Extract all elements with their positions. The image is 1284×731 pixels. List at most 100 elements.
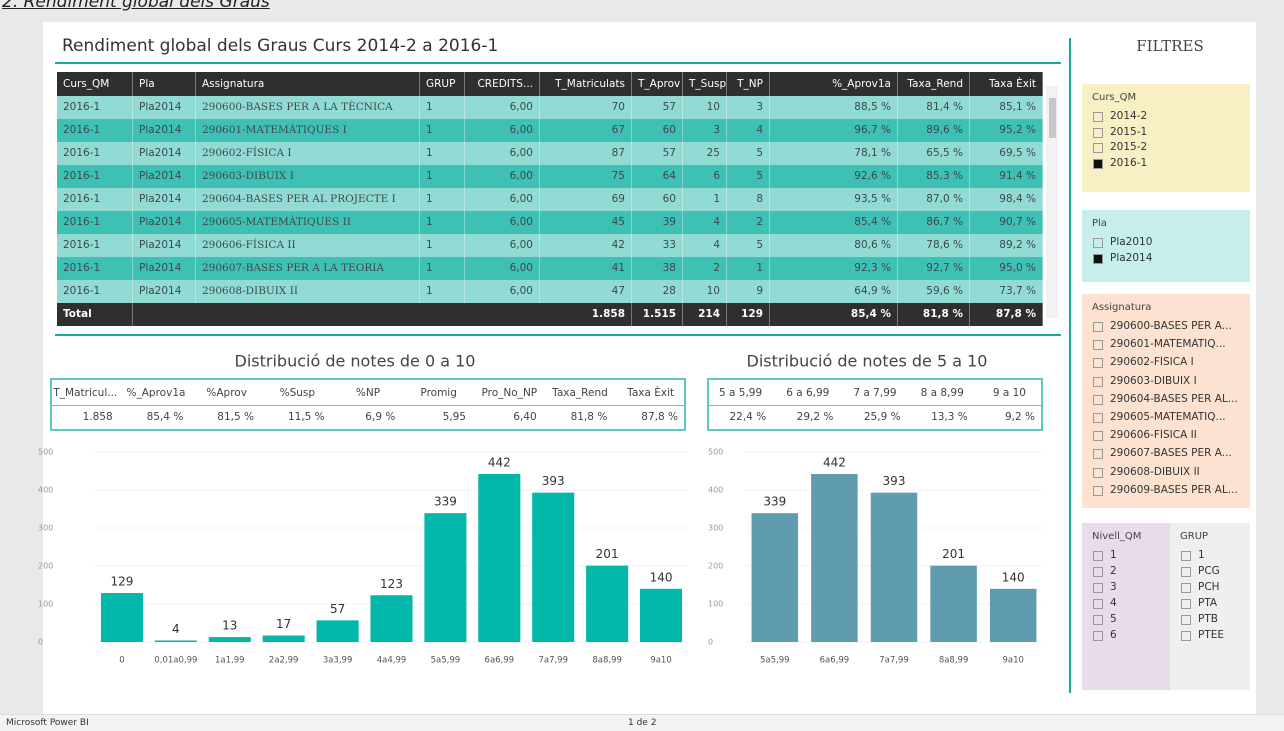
slicer-item[interactable]: 290606-FÍSICA II (1110, 429, 1197, 442)
chart-title: Distribució de notes de 5 a 10 (747, 352, 988, 371)
checkbox[interactable] (1093, 394, 1103, 405)
checkbox[interactable] (1093, 158, 1103, 169)
slicer-item[interactable]: 2 (1110, 565, 1117, 577)
bar (208, 637, 251, 642)
scroll-thumb[interactable] (1049, 98, 1056, 138)
x-tick-label: 1a1,99 (215, 656, 245, 666)
table-cell: 64 (632, 165, 683, 188)
slicer-item[interactable]: 4 (1110, 597, 1117, 609)
table-cell: 87,0 % (898, 188, 970, 211)
summary-header: 9 a 10 (975, 380, 1043, 406)
table-cell: 41 (540, 257, 632, 280)
checkbox[interactable] (1093, 253, 1103, 264)
checkbox[interactable] (1093, 599, 1103, 609)
x-tick-label: 8a8,99 (939, 656, 969, 666)
table-cell: 86,7 % (898, 211, 970, 234)
checkbox[interactable] (1093, 340, 1103, 351)
checkbox[interactable] (1093, 449, 1103, 460)
slicer-item[interactable]: 290609-BASES PER AL... (1110, 483, 1238, 496)
bar (262, 635, 305, 642)
checkbox[interactable] (1093, 431, 1103, 442)
scrollbar[interactable] (1046, 86, 1058, 318)
summary-header: %NP (332, 380, 404, 406)
x-tick-label: 9a10 (650, 656, 671, 666)
slicer-item[interactable]: PCH (1198, 581, 1220, 593)
checkbox[interactable] (1181, 615, 1191, 625)
table-cell: 64,9 % (770, 280, 898, 303)
checkbox[interactable] (1093, 322, 1103, 332)
slicer-item[interactable]: 290608-DIBUIX II (1110, 465, 1200, 478)
slicer-item[interactable]: Pla2010 (1110, 236, 1153, 248)
checkbox[interactable] (1093, 358, 1103, 369)
bar (154, 640, 197, 642)
checkbox[interactable] (1093, 467, 1103, 478)
slicer-item[interactable]: 290602-FÍSICA I (1110, 356, 1194, 369)
checkbox[interactable] (1093, 485, 1103, 496)
x-tick-label: 3a3,99 (323, 656, 353, 666)
checkbox[interactable] (1093, 112, 1103, 122)
data-label: 4 (172, 622, 180, 636)
data-label: 442 (823, 456, 846, 470)
slicer-item[interactable]: PTEE (1198, 629, 1225, 641)
slicer-item[interactable]: PTB (1198, 613, 1218, 625)
checkbox[interactable] (1181, 599, 1191, 609)
table-cell: 70 (540, 96, 632, 119)
table-cell: 1 (420, 280, 465, 303)
slicer-item[interactable]: PCG (1198, 565, 1220, 577)
summary-header: %Aprov (191, 380, 262, 406)
slicer-item[interactable]: 1 (1198, 549, 1205, 561)
checkbox[interactable] (1093, 143, 1103, 153)
slicer-item[interactable]: 6 (1110, 629, 1117, 641)
table-cell: 1 (727, 257, 770, 280)
bar (370, 595, 413, 642)
checkbox[interactable] (1181, 631, 1191, 641)
slicer-item[interactable]: 290601-MATEMÀTIQ... (1110, 338, 1226, 351)
checkbox[interactable] (1093, 413, 1103, 423)
summary-header: Pro_No_NP (474, 380, 545, 406)
footer-page[interactable]: 1 de 2 (628, 718, 657, 728)
slicer-item[interactable]: 1 (1110, 549, 1117, 561)
table-cell: 290607-BASES PER A LA TEORIA (196, 257, 420, 280)
slicer-item[interactable]: 290605-MATEMÀTIQ... (1110, 411, 1226, 423)
checkbox[interactable] (1093, 238, 1103, 248)
slicer-item[interactable]: 2015-1 (1110, 125, 1148, 138)
table-cell: 8 (727, 188, 770, 211)
checkbox[interactable] (1093, 567, 1103, 577)
table-cell: 290608-DIBUIX II (196, 280, 420, 303)
slicer-item[interactable]: 290607-BASES PER A... (1110, 447, 1232, 460)
bar (424, 513, 467, 642)
footer-bar (0, 714, 1284, 731)
x-tick-label: 7a7,99 (538, 656, 568, 666)
checkbox[interactable] (1093, 583, 1103, 593)
slicer-item[interactable]: PTA (1198, 597, 1218, 609)
data-label: 123 (380, 577, 403, 591)
checkbox[interactable] (1181, 551, 1191, 561)
summary-header: T_Matricul... (50, 380, 121, 406)
y-tick-label: 500 (38, 448, 53, 457)
checkbox[interactable] (1181, 583, 1191, 593)
table-cell: 6,00 (465, 234, 540, 257)
slicer-item[interactable]: 5 (1110, 613, 1117, 625)
slicer-item[interactable]: 2015-2 (1110, 141, 1148, 153)
slicer-item[interactable]: 3 (1110, 581, 1117, 593)
checkbox[interactable] (1181, 567, 1191, 577)
checkbox[interactable] (1093, 615, 1103, 625)
table-cell: 85,1 % (970, 96, 1043, 119)
total-cell: 129 (727, 303, 770, 326)
checkbox[interactable] (1093, 551, 1103, 561)
slicer-title: Assignatura (1092, 302, 1152, 313)
checkbox[interactable] (1093, 127, 1103, 138)
x-tick-label: 8a8,99 (592, 656, 622, 666)
checkbox[interactable] (1093, 376, 1103, 387)
table-cell: Pla2014 (133, 257, 196, 280)
table-cell: 28 (632, 280, 683, 303)
slicer-item[interactable]: Pla2014 (1110, 251, 1153, 264)
slicer-item[interactable]: 290603-DIBUIX I (1110, 374, 1197, 387)
slicer-item[interactable]: 2014-2 (1110, 110, 1148, 122)
slicer (1170, 523, 1250, 690)
slicer-item[interactable]: 290604-BASES PER AL... (1110, 392, 1238, 405)
checkbox[interactable] (1093, 631, 1103, 641)
slicer-item[interactable]: 290600-BASES PER A... (1110, 320, 1232, 332)
slicer-item[interactable]: 2016-1 (1110, 156, 1148, 169)
total-cell: 214 (683, 303, 727, 326)
